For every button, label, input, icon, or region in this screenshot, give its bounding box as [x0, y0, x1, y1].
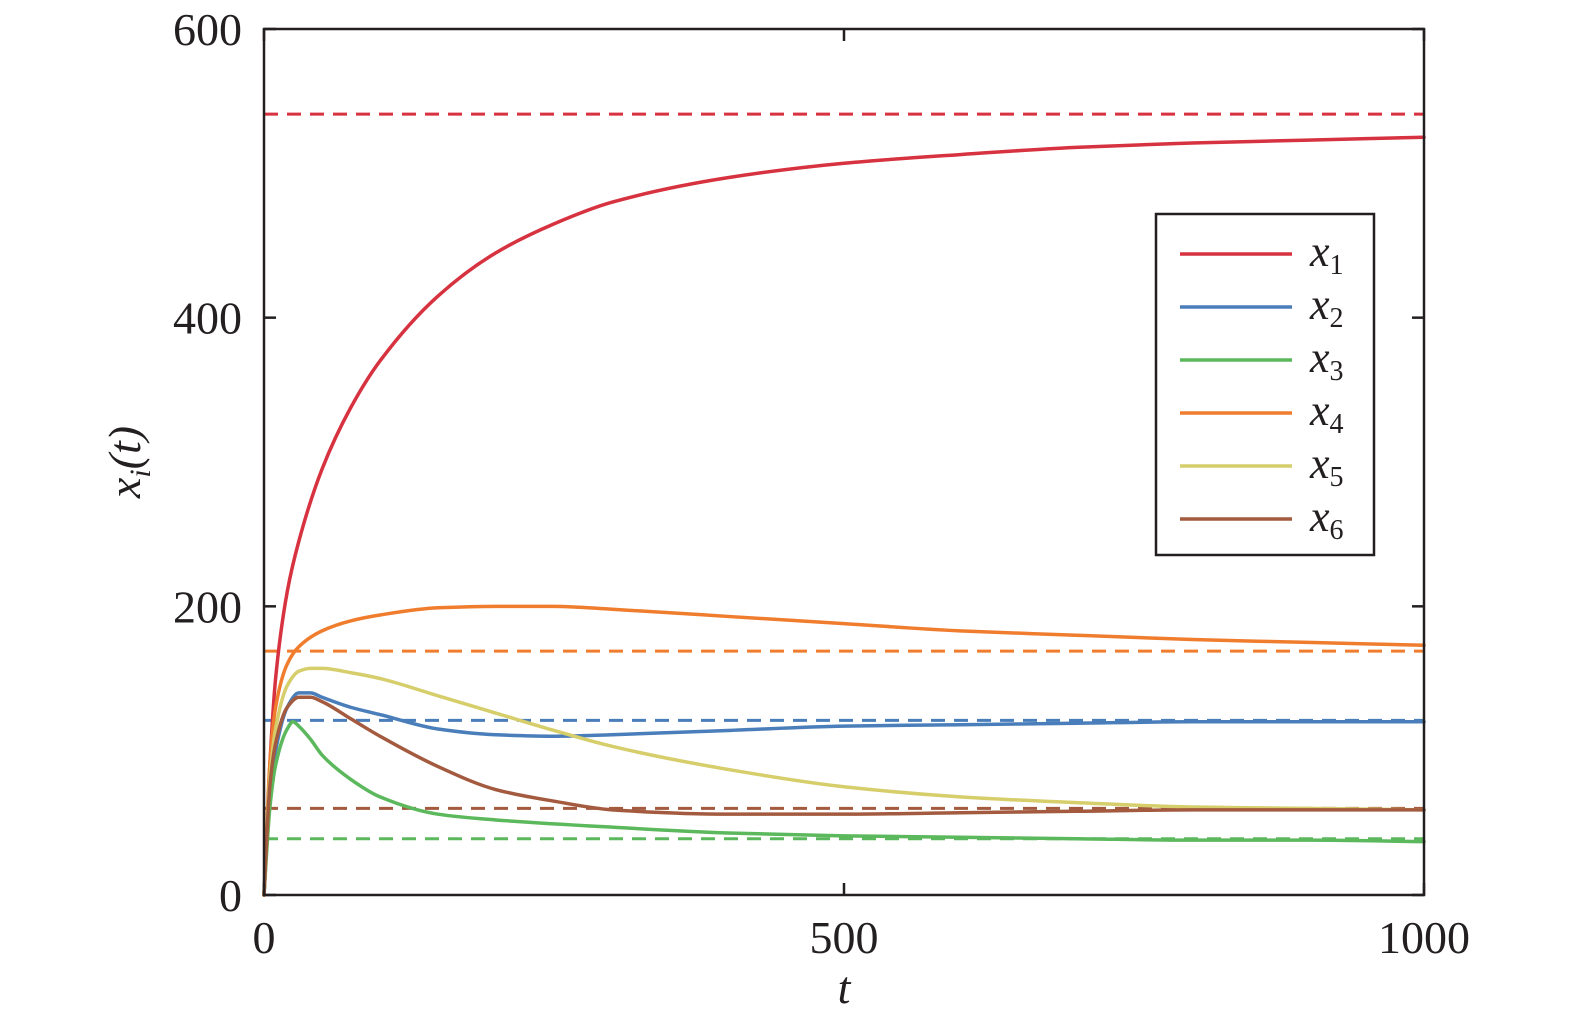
series-line-x6: [262, 695, 1426, 897]
legend-label-x2: x2: [1309, 280, 1344, 334]
series-line-x4: [262, 604, 1426, 897]
legend-label-x3: x3: [1309, 333, 1344, 387]
x-tick-label: 500: [810, 912, 879, 963]
legend-label-x4: x4: [1309, 386, 1344, 440]
legend-label-x6: x6: [1309, 492, 1344, 546]
series-line-x1: [262, 135, 1426, 897]
legend-label-x5: x5: [1309, 439, 1344, 493]
x-tick-label: 1000: [1378, 912, 1470, 963]
y-tick-label: 0: [219, 870, 242, 921]
series-line-x5: [262, 666, 1426, 897]
series-line-x3: [262, 720, 1426, 897]
y-tick-label: 400: [173, 293, 242, 344]
legend-label-x1: x1: [1309, 227, 1344, 281]
x-tick-label: 0: [253, 912, 276, 963]
axes: 0 500 1000 0 200 400 600 t xi(t): [99, 4, 1470, 1013]
series-lines: [262, 135, 1426, 897]
y-tick-label: 600: [173, 4, 242, 55]
legend-box: [1154, 212, 1376, 557]
series-line-x2: [262, 691, 1426, 897]
y-tick-label: 200: [173, 581, 242, 632]
y-axis-label: xi(t): [99, 426, 157, 499]
x-axis-label: t: [838, 962, 852, 1013]
